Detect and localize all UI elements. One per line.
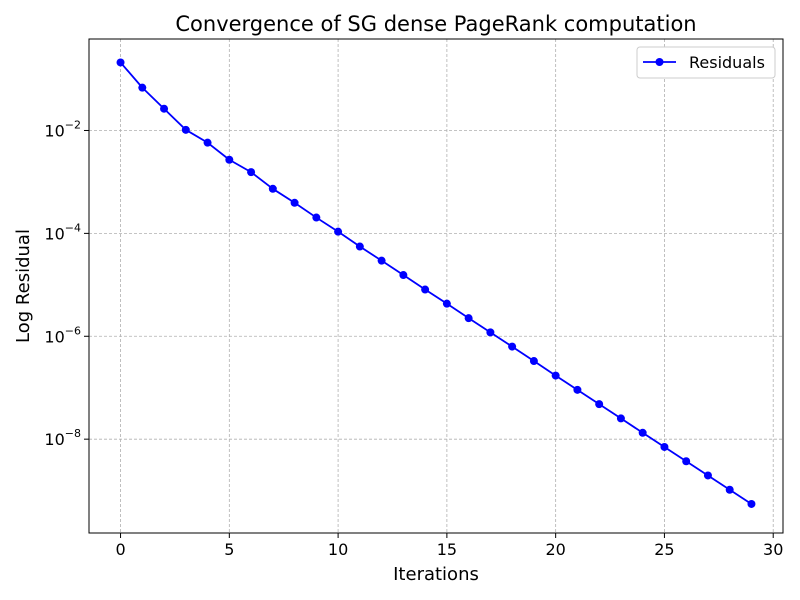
legend-box <box>636 46 776 79</box>
y-tick-label: 10−4 <box>44 221 81 243</box>
data-point <box>682 457 691 466</box>
data-point <box>355 242 364 251</box>
data-point <box>464 314 473 323</box>
data-point <box>181 125 190 134</box>
data-point <box>638 428 647 437</box>
data-point <box>421 285 430 294</box>
data-point <box>529 357 538 366</box>
data-point <box>573 385 582 394</box>
data-point <box>312 213 321 222</box>
x-tick-label: 20 <box>545 540 565 559</box>
series-layer <box>116 58 756 508</box>
data-point <box>290 198 299 207</box>
data-point <box>508 342 517 351</box>
chart-title: Convergence of SG dense PageRank computa… <box>175 12 696 36</box>
data-point <box>247 168 256 177</box>
plot-frame <box>88 38 784 534</box>
legend: Residuals <box>636 46 776 79</box>
data-point <box>377 256 386 265</box>
x-tick-label: 10 <box>328 540 348 559</box>
x-tick-label: 5 <box>224 540 234 559</box>
data-point <box>442 299 451 308</box>
x-tick-label: 0 <box>115 540 125 559</box>
data-point <box>725 485 734 494</box>
y-tick-label: 10−2 <box>44 118 81 140</box>
x-tick-label: 25 <box>654 540 674 559</box>
legend-label: Residuals <box>689 53 765 72</box>
data-point <box>160 104 169 113</box>
y-tick-label: 10−6 <box>44 324 81 346</box>
data-point <box>660 442 669 451</box>
data-point <box>268 184 277 193</box>
data-point <box>703 471 712 480</box>
x-axis-label: Iterations <box>393 564 479 585</box>
data-point <box>595 400 604 409</box>
data-point <box>138 83 147 92</box>
data-point <box>399 271 408 280</box>
x-ticks: 0 5 10 15 20 25 30 <box>115 533 783 559</box>
data-point <box>225 155 234 164</box>
x-tick-label: 30 <box>763 540 783 559</box>
y-tick-label: 10−8 <box>44 427 81 449</box>
data-point <box>334 227 343 236</box>
data-point <box>486 328 495 337</box>
x-tick-label: 15 <box>437 540 457 559</box>
y-ticks: 10−2 10−4 10−6 10−8 <box>44 118 89 449</box>
data-point <box>616 414 625 423</box>
legend-marker <box>655 58 664 66</box>
y-axis-label: Log Residual <box>13 229 34 343</box>
data-point <box>116 58 125 67</box>
grid-layer <box>89 39 783 533</box>
series-line-residuals <box>119 61 752 505</box>
data-point <box>203 138 212 147</box>
data-point <box>551 371 560 380</box>
data-point <box>747 499 756 508</box>
